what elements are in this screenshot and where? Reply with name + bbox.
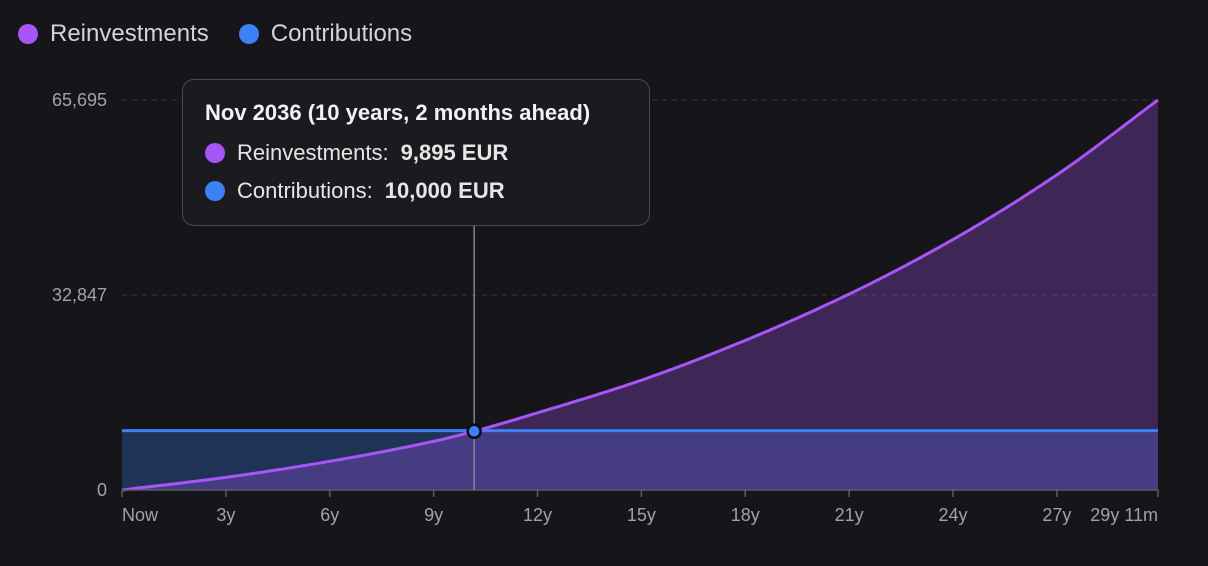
legend-label-reinvestments: Reinvestments xyxy=(50,20,209,47)
contributions-legend-dot xyxy=(238,24,259,44)
reinvestments-area xyxy=(122,100,1158,490)
x-tick-label: 12y xyxy=(523,505,552,525)
x-tick-label: 24y xyxy=(939,505,968,525)
y-tick-label: 65,695 xyxy=(52,90,107,110)
x-tick-label: Now xyxy=(122,505,159,525)
legend-item-contributions[interactable]: Contributions xyxy=(238,20,413,48)
legend-item-reinvestments[interactable]: Reinvestments xyxy=(18,20,209,48)
hover-point-marker xyxy=(466,423,482,440)
y-tick-label: 0 xyxy=(97,480,107,500)
tooltip-row-contributions: Contributions: 10,000 EUR xyxy=(205,178,629,204)
x-tick-label: 6y xyxy=(320,505,339,525)
tooltip-title: Nov 2036 (10 years, 2 months ahead) xyxy=(205,100,591,125)
chart-tooltip: Nov 2036 (10 years, 2 months ahead) Rein… xyxy=(182,79,650,226)
tooltip-row-reinvestments: Reinvestments: 9,895 EUR xyxy=(205,140,629,166)
tooltip-contributions-dot xyxy=(205,181,225,201)
tooltip-reinvestments-dot xyxy=(205,143,225,163)
y-tick-label: 32,847 xyxy=(52,285,107,305)
legend-label-contributions: Contributions xyxy=(270,20,413,47)
x-tick-label: 27y xyxy=(1042,505,1071,525)
reinvestments-legend-dot xyxy=(18,24,38,44)
reinvestments-line xyxy=(121,98,1159,492)
tooltip-contributions-label: Contributions: xyxy=(237,178,373,203)
x-tick-label: 9y xyxy=(424,505,443,525)
x-tick-label: 21y xyxy=(835,505,864,525)
tooltip-contributions-value: 10,000 EUR xyxy=(384,178,505,203)
tooltip-reinvestments-value: 9,895 EUR xyxy=(400,140,509,165)
x-tick-label: 3y xyxy=(216,505,235,525)
contributions-area xyxy=(122,430,1158,490)
x-tick-label: 29y 11m xyxy=(1090,505,1158,525)
x-tick-label: 18y xyxy=(731,505,760,525)
tooltip-reinvestments-label: Reinvestments: xyxy=(237,140,389,165)
x-tick-label: 15y xyxy=(627,505,656,525)
chart-legend: Reinvestments Contributions xyxy=(18,20,412,48)
